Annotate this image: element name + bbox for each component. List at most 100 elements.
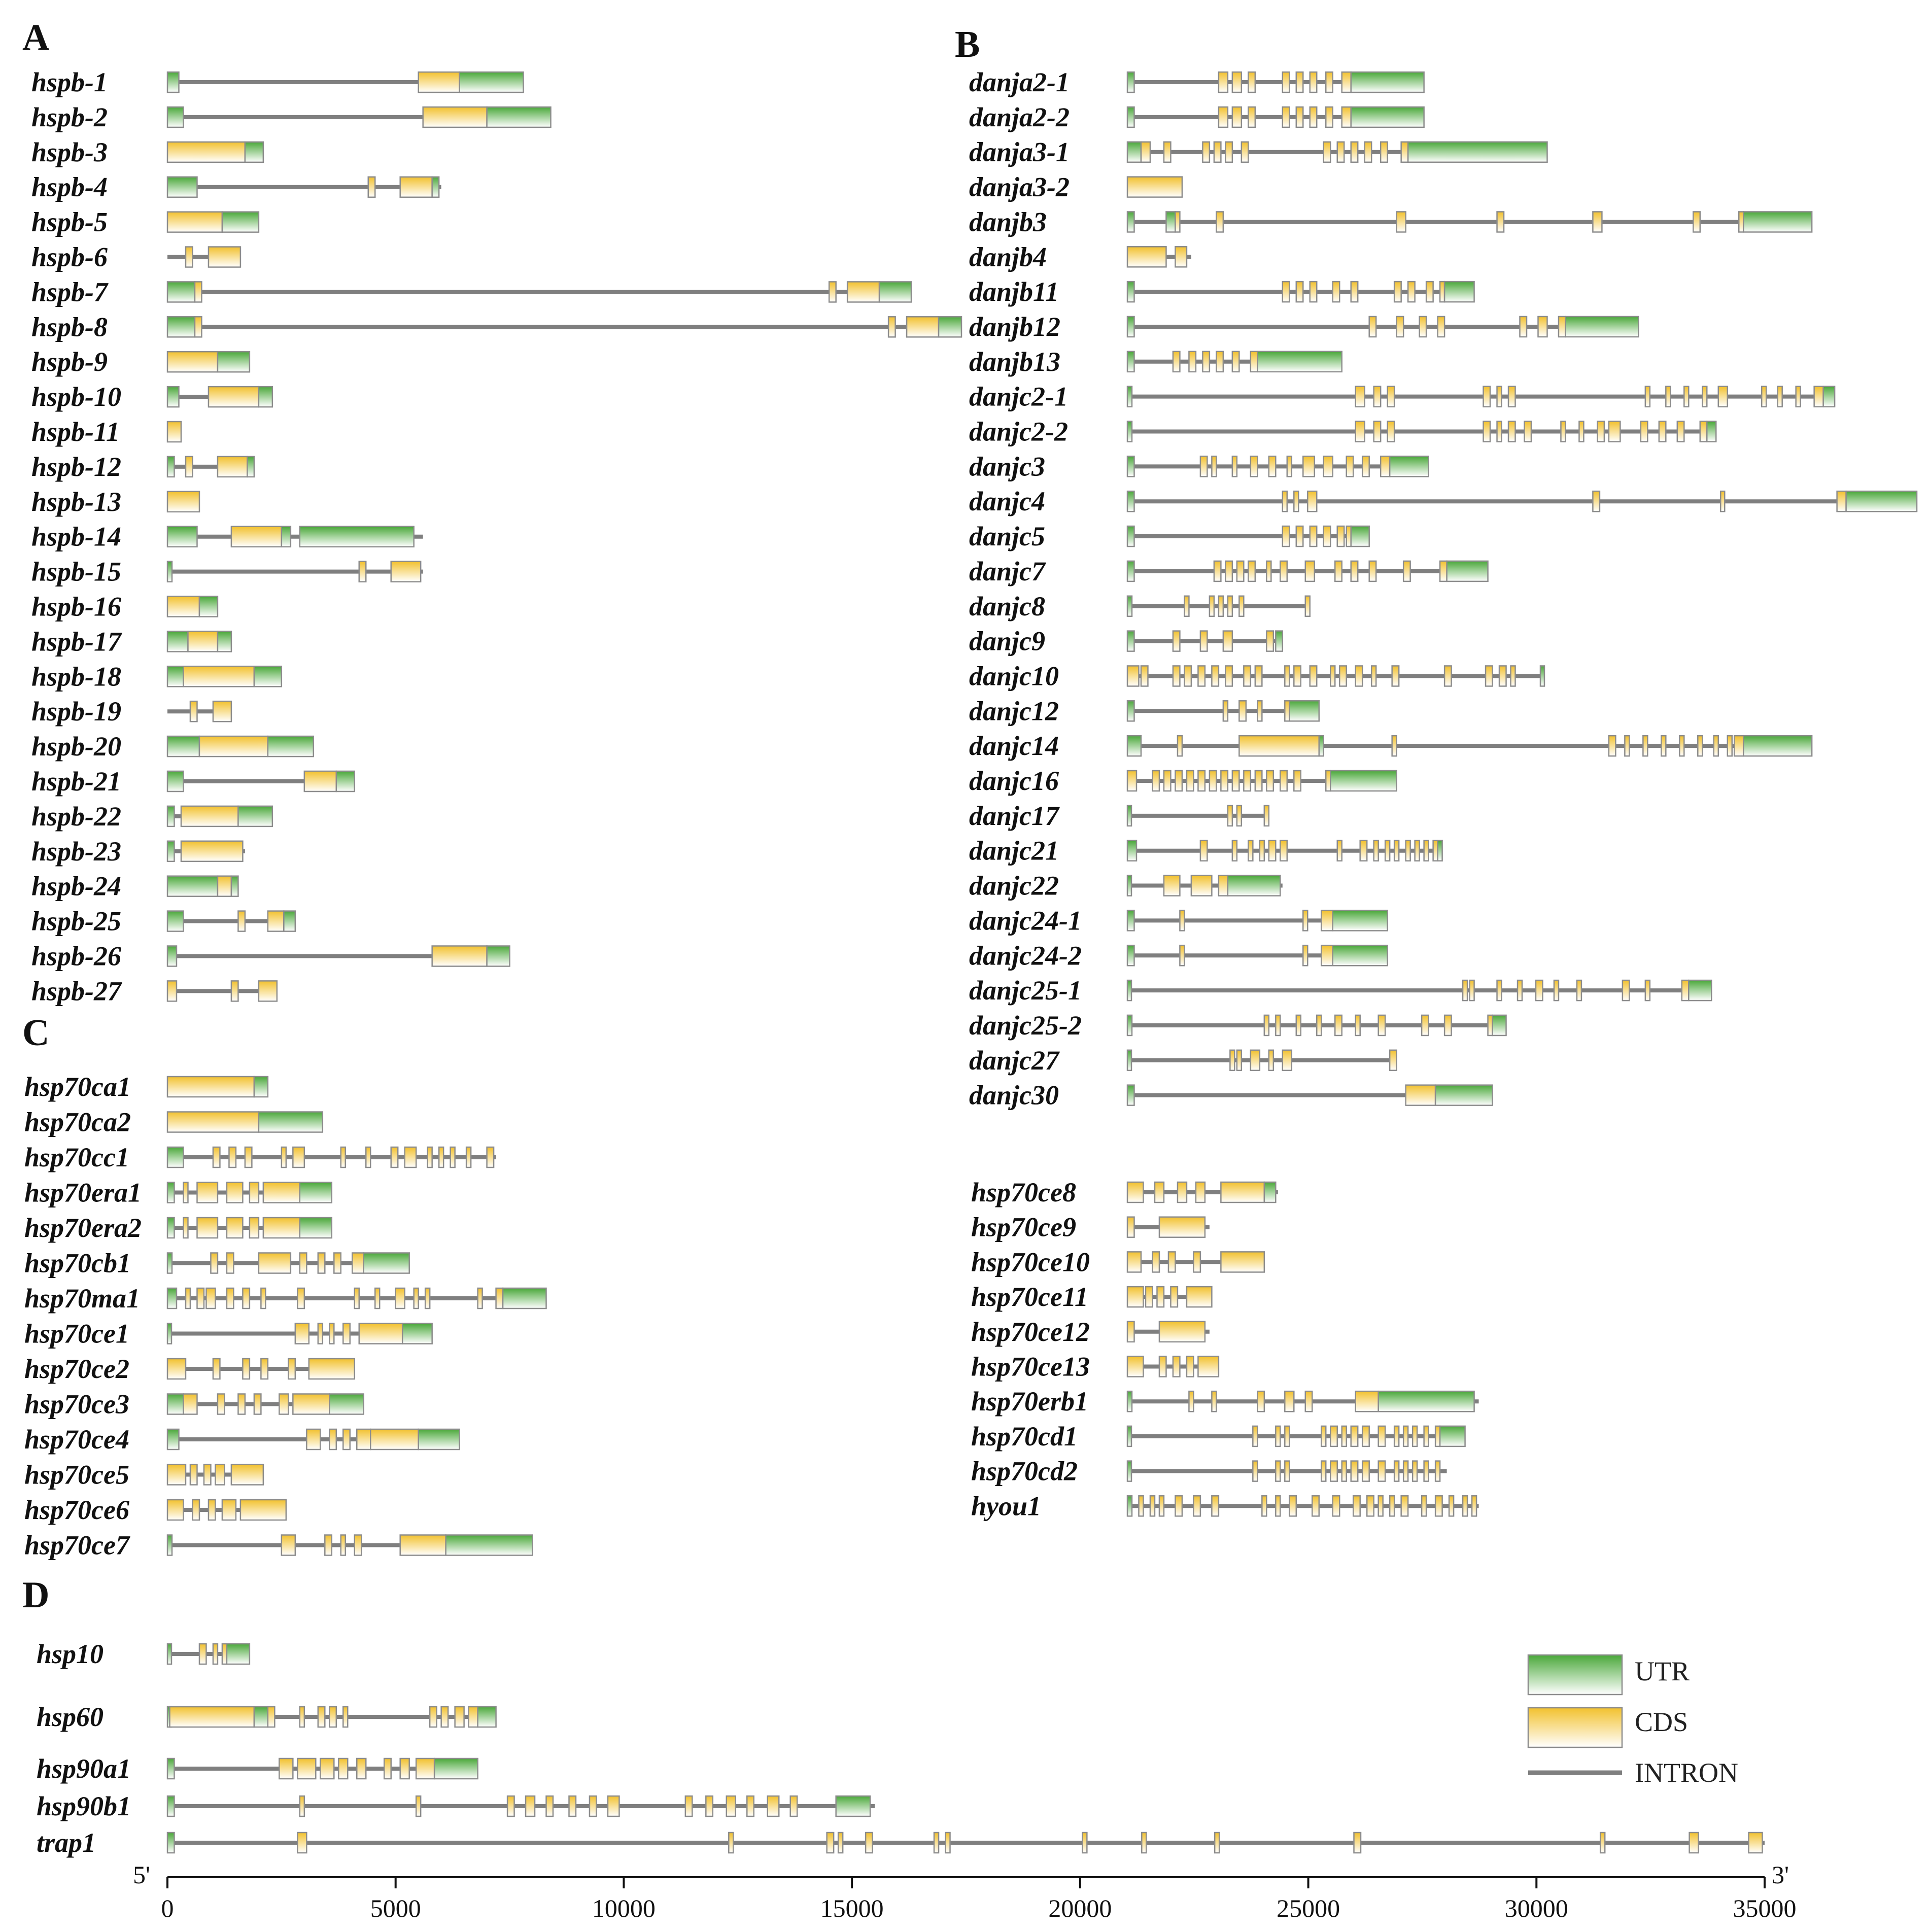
cds-block: [1222, 700, 1229, 722]
gene-row: hsp70era2: [24, 1213, 333, 1243]
utr-block: [1539, 665, 1545, 687]
cds-block: [183, 666, 255, 687]
cds-block: [1380, 141, 1388, 163]
gene-name: hsp70ca2: [24, 1107, 131, 1137]
gene-name: danjb11: [969, 277, 1059, 307]
cds-block: [1304, 595, 1311, 617]
cds-block: [1211, 456, 1217, 477]
cds-block: [1665, 386, 1671, 407]
cds-block: [1248, 106, 1256, 128]
cds-block: [1158, 1495, 1165, 1517]
cds-block: [267, 910, 285, 932]
gene-row: danja3-1: [969, 137, 1548, 167]
gene-row: danjc16: [969, 766, 1397, 796]
cds-block: [1341, 1460, 1347, 1482]
cds-block: [262, 1182, 301, 1203]
gene-row: danja3-2: [969, 172, 1183, 202]
utr-block: [281, 526, 292, 547]
gene-row: danjc5: [969, 521, 1370, 551]
cds-block: [198, 1643, 207, 1665]
cds-block: [1172, 630, 1181, 652]
cds-block: [1282, 71, 1290, 93]
cds-block: [1175, 1495, 1183, 1517]
cds-block: [342, 1428, 351, 1451]
gene-name: danja3-2: [969, 172, 1070, 202]
cds-block: [1252, 1425, 1258, 1447]
cds-block: [1483, 421, 1491, 442]
cds-block: [1535, 979, 1543, 1002]
gene-rows: hspb-1 hspb-2 hspb-3 hspb-4 hspb-5 hspb-6 hspb…: [24, 67, 1918, 1858]
cds-block: [1469, 979, 1475, 1002]
cds-block: [1266, 630, 1274, 652]
cds-block: [1261, 1495, 1267, 1517]
cds-block: [338, 1757, 349, 1780]
gene-name: hspb-5: [31, 207, 108, 237]
cds-block: [1396, 316, 1404, 338]
gene-name: danjc7: [969, 556, 1046, 586]
cds-block: [1355, 1390, 1379, 1412]
utr-block: [1275, 630, 1284, 652]
cds-block: [1126, 770, 1138, 792]
cds-block: [215, 1464, 225, 1486]
cds-block: [1175, 770, 1183, 792]
cds-block: [185, 1287, 191, 1309]
cds-block: [1377, 1495, 1384, 1517]
gene-name: hspb-4: [31, 172, 108, 202]
cds-block: [244, 1146, 253, 1168]
cds-block: [1316, 1014, 1322, 1037]
utr-block: [253, 1706, 269, 1728]
cds-block: [390, 561, 422, 582]
cds-block: [226, 1287, 234, 1309]
cds-block: [1202, 141, 1211, 163]
gene-name: danjb13: [969, 347, 1060, 377]
utr-block: [1126, 106, 1135, 128]
gene-name: danjc14: [969, 731, 1059, 761]
cds-block: [1275, 1460, 1281, 1482]
cds-block: [1158, 1356, 1167, 1377]
gene-row: danjb12: [969, 312, 1639, 342]
cds-block: [342, 1323, 351, 1344]
cds-block: [1257, 1390, 1265, 1412]
cds-block: [260, 1358, 269, 1380]
gene-row: danjc22: [969, 871, 1283, 901]
cds-block: [1209, 595, 1215, 617]
cds-block: [166, 1111, 260, 1133]
utr-block: [1845, 490, 1918, 512]
cds-block: [1414, 840, 1420, 861]
gene-row: hspb-20: [31, 731, 315, 762]
gene-row: hspb-12: [31, 452, 255, 482]
gene-name: hspb-16: [31, 592, 121, 622]
cds-block: [1405, 840, 1411, 861]
gene-name: hspb-7: [31, 277, 109, 307]
gene-name: danjc24-1: [969, 905, 1082, 936]
utr-block: [1389, 456, 1429, 477]
utr-block: [166, 1217, 175, 1239]
cds-block: [1325, 71, 1333, 93]
cds-block: [1263, 805, 1270, 827]
cds-block: [1213, 141, 1222, 163]
cds-block: [1220, 1181, 1265, 1203]
cds-block: [1252, 1460, 1258, 1482]
gene-name: hsp70ce13: [971, 1352, 1090, 1382]
cds-block: [1218, 595, 1224, 617]
cds-block: [1437, 316, 1445, 338]
cds-block: [1199, 456, 1208, 477]
gene-row: hsp10: [37, 1639, 251, 1669]
utr-block: [1126, 421, 1133, 442]
cds-block: [1275, 1425, 1281, 1447]
cds-block: [166, 980, 178, 1002]
cds-block: [1211, 665, 1220, 687]
gene-name: hsp90a1: [37, 1753, 131, 1784]
cds-block: [288, 1358, 296, 1380]
cds-block: [1250, 351, 1258, 373]
cds-block: [317, 1706, 326, 1728]
cds-block: [1329, 665, 1336, 687]
cds-block: [440, 1706, 449, 1728]
cds-block: [1341, 106, 1352, 128]
cds-block: [404, 1146, 417, 1168]
utr-block: [166, 316, 196, 338]
cds-block: [1402, 1460, 1409, 1482]
cds-block: [1338, 665, 1347, 687]
gene-name: hsp70era1: [24, 1178, 142, 1208]
gene-name: hspb-1: [31, 67, 108, 97]
